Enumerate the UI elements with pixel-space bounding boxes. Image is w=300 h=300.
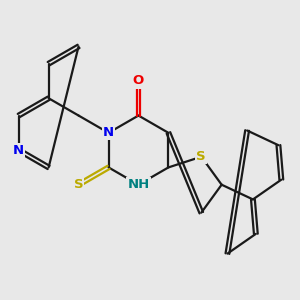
Text: S: S [196,150,206,163]
Text: S: S [74,178,83,191]
Text: N: N [13,144,24,157]
Text: N: N [103,126,114,139]
Text: NH: NH [127,178,150,191]
Text: O: O [133,74,144,88]
